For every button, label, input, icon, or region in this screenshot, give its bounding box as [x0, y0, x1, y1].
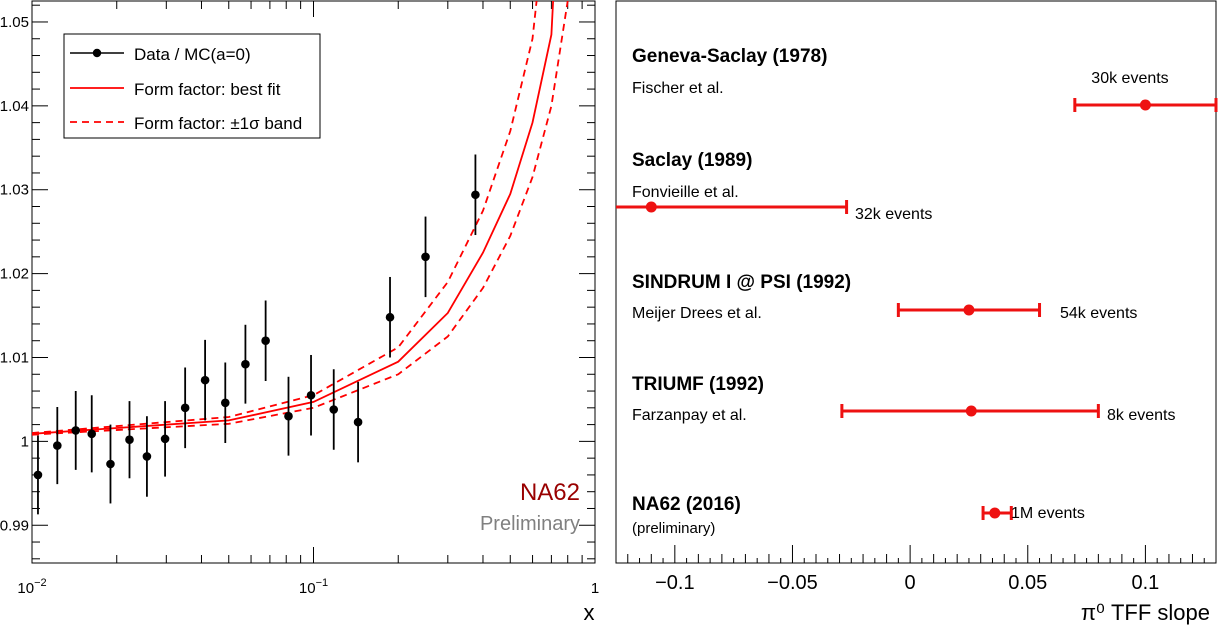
legend-data-marker — [92, 48, 102, 58]
experiment-label: NA62 — [520, 479, 580, 506]
legend-data-label: Data / MC(a=0) — [134, 45, 251, 64]
y-tick-label: 1.03 — [0, 182, 29, 199]
y-tick-label: 1 — [21, 433, 29, 450]
data-point — [33, 470, 43, 480]
experiment-authors: Fischer et al. — [632, 80, 724, 97]
data-point — [471, 190, 480, 200]
band-curve — [32, 1, 569, 436]
right-measurements: Geneva-Saclay (1978) Fischer et al. 30k ev… — [616, 46, 1218, 537]
left-fit-curves — [32, 1, 569, 436]
x-tick-label: 10−2 — [17, 577, 46, 597]
x-tick-label: −0.05 — [767, 572, 818, 594]
data-point — [125, 435, 134, 444]
x-tick-label: 0.1 — [1132, 572, 1160, 594]
left-data-points — [33, 154, 480, 515]
experiment-authors: Meijer Drees et al. — [632, 305, 762, 322]
fit-curve — [32, 1, 554, 435]
event-count: 32k events — [855, 206, 932, 223]
data-point — [200, 375, 210, 385]
right-plot-frame — [615, 0, 1217, 564]
measurement-entry: Geneva-Saclay (1978) Fischer et al. 30k ev… — [632, 46, 1218, 112]
experiment-title: NA62 (2016) — [632, 494, 741, 515]
event-count: 8k events — [1107, 407, 1175, 424]
data-point — [353, 417, 363, 427]
event-count: 1M events — [1011, 505, 1085, 522]
left-chart: 0.99 1 1.01 1.02 1.03 1.04 1.05 10−2 10−1 1 Data … — [0, 0, 599, 625]
event-count: 54k events — [1060, 305, 1137, 322]
measurement-entry: TRIUMF (1992) Farzanpay et al. 8k events — [632, 374, 1175, 424]
data-point — [385, 312, 395, 322]
right-axis-ticks — [615, 545, 1217, 563]
data-point — [53, 441, 62, 450]
right-chart: −0.1 −0.05 0 0.05 0.1 Geneva-Saclay (1978) Fi… — [615, 0, 1218, 625]
measurement-point — [963, 304, 975, 316]
data-point — [71, 426, 81, 435]
experiment-title: TRIUMF (1992) — [632, 374, 764, 395]
x-tick-label: 1 — [591, 580, 599, 597]
y-tick-label: 0.99 — [0, 517, 29, 534]
y-tick-label: 1.02 — [0, 266, 29, 283]
measurement-point — [989, 507, 1001, 519]
data-point — [261, 336, 270, 346]
data-point — [306, 390, 316, 400]
y-tick-label: 1.01 — [0, 349, 29, 366]
right-x-axis-title: π⁰ TFF slope — [1081, 600, 1210, 625]
legend-box — [63, 33, 321, 139]
measurement-entry: SINDRUM I @ PSI (1992) Meijer Drees et al… — [632, 272, 1137, 322]
experiment-authors: Fonvieille et al. — [632, 184, 739, 201]
left-x-axis-title: x — [584, 600, 595, 625]
experiment-authors: (preliminary) — [632, 520, 715, 537]
data-point — [421, 252, 430, 262]
measurement-entry: NA62 (2016) (preliminary) 1M events — [632, 494, 1085, 537]
preliminary-label: Preliminary — [480, 513, 580, 535]
data-point — [220, 398, 230, 408]
event-count: 30k events — [1091, 70, 1168, 87]
y-tick-label: 1.05 — [0, 14, 29, 31]
measurement-point — [965, 405, 977, 417]
y-tick-label: 1.04 — [0, 98, 29, 115]
data-point — [180, 403, 190, 413]
experiment-title: SINDRUM I @ PSI (1992) — [632, 272, 851, 293]
left-axis-ticks — [31, 1, 595, 563]
data-point — [284, 411, 293, 421]
x-tick-label: −0.1 — [655, 572, 694, 594]
data-point — [160, 434, 170, 444]
experiment-title: Saclay (1989) — [632, 150, 752, 171]
right-tick-labels: −0.1 −0.05 0 0.05 0.1 — [655, 572, 1159, 594]
data-point — [87, 429, 97, 439]
legend-fit-label: Form factor: best fit — [134, 80, 281, 99]
measurement-point — [645, 201, 657, 213]
data-point — [241, 359, 250, 369]
left-legend: Data / MC(a=0) Form factor: best fit For… — [63, 33, 321, 139]
experiment-title: Geneva-Saclay (1978) — [632, 46, 827, 67]
data-point — [106, 459, 115, 469]
experiment-authors: Farzanpay et al. — [632, 407, 747, 424]
x-tick-label: 10−1 — [299, 577, 328, 597]
data-point — [142, 452, 152, 461]
measurement-entry: Saclay (1989) Fonvieille et al. 32k events — [616, 150, 932, 223]
legend-band-label: Form factor: ±1σ band — [134, 114, 302, 133]
measurement-point — [1139, 99, 1151, 111]
x-tick-label: 0.05 — [1008, 572, 1047, 594]
data-point — [329, 405, 339, 414]
x-tick-label: 0 — [905, 572, 916, 594]
